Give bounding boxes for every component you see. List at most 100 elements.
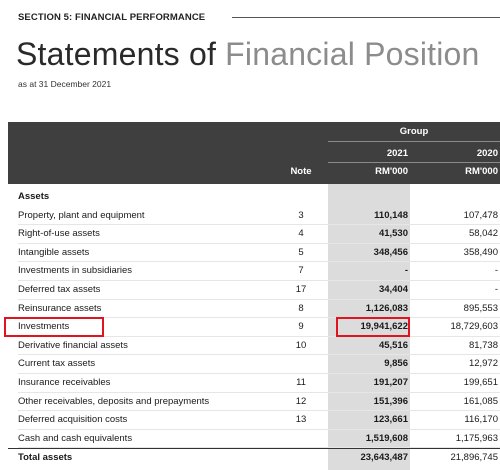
table-row: Right-of-use assets 4 41,530 58,042 [8, 225, 500, 244]
row-value-2021: 348,456 [373, 246, 408, 258]
row-value-2020: 18,729,603 [450, 321, 498, 333]
row-label: Intangible assets [18, 246, 90, 258]
row-note: 5 [298, 246, 304, 258]
title-light-part: Financial Position [225, 36, 480, 72]
row-value-2020: - [494, 265, 498, 277]
row-separator [18, 242, 500, 244]
section-divider [232, 17, 500, 18]
table-row: Cash and cash equivalents 1,519,608 1,175,… [8, 430, 500, 449]
group-column-header: Group [399, 126, 429, 137]
row-separator [18, 224, 500, 226]
table-row: Derivative financial assets 10 45,516 81,73… [8, 337, 500, 356]
row-note: 12 [295, 395, 307, 407]
row-label: Total assets [18, 452, 73, 464]
row-separator [18, 447, 500, 449]
row-note: 3 [298, 209, 304, 221]
row-note: 13 [295, 414, 307, 426]
table-row: Current tax assets 9,856 12,972 [8, 355, 500, 374]
row-separator [18, 410, 500, 412]
row-value-2021: 9,856 [384, 358, 408, 370]
row-value-2020: 21,896,745 [450, 452, 498, 464]
row-separator [18, 317, 500, 319]
total-row: Total assets 23,643,487 21,896,745 [8, 448, 500, 467]
row-separator [18, 372, 500, 374]
row-value-2021: 191,207 [373, 376, 408, 388]
row-label: Other receivables, deposits and prepayme… [18, 395, 210, 407]
row-value-2020: 107,478 [463, 209, 498, 221]
row-value-2021: - [404, 265, 408, 277]
row-separator [18, 279, 500, 281]
table-row: Intangible assets 5 348,456 358,490 [8, 244, 500, 263]
row-value-2020: 161,085 [463, 395, 498, 407]
table-row: Investments in subsidiaries 7 - - [8, 262, 500, 281]
row-label: Insurance receivables [18, 376, 111, 388]
row-value-2020: 895,553 [463, 302, 498, 314]
row-separator [18, 335, 500, 337]
row-label: Current tax assets [18, 358, 96, 370]
header-divider [328, 162, 500, 163]
row-label: Right-of-use assets [18, 228, 100, 240]
table-row: Investments 9 19,941,622 18,729,603 [8, 318, 500, 337]
row-value-2020: 358,490 [463, 246, 498, 258]
row-value-2020: 199,651 [463, 376, 498, 388]
row-label: Deferred tax assets [18, 283, 101, 295]
header-divider [328, 141, 500, 142]
row-value-2021: 151,396 [373, 395, 408, 407]
row-label: Cash and cash equivalents [18, 432, 133, 444]
row-value-2020: 116,170 [464, 414, 498, 426]
row-note: 11 [296, 376, 306, 388]
row-separator [18, 354, 500, 356]
highlight-box-investments-value [336, 317, 410, 337]
page-title: Statements of Financial Position [16, 38, 480, 70]
table-row: Property, plant and equipment 3 110,148 107… [8, 207, 500, 226]
row-label: Deferred acquisition costs [18, 414, 128, 426]
section-row: Assets [8, 188, 500, 207]
table-body: Assets Property, plant and equipment 3 110,… [8, 188, 500, 467]
row-value-2021: 123,661 [373, 414, 408, 426]
row-label: Property, plant and equipment [18, 209, 145, 221]
table-row: Deferred tax assets 17 34,404 - [8, 281, 500, 300]
highlight-box-investments-label [4, 317, 104, 337]
row-value-2021: 19,941,622 [360, 321, 408, 333]
note-column-header: Note [290, 166, 312, 177]
row-label: Derivative financial assets [18, 339, 128, 351]
row-value-2021: 1,519,608 [365, 432, 408, 444]
row-value-2021: 110,148 [374, 209, 408, 221]
row-value-2021: 45,516 [378, 339, 408, 351]
row-separator [18, 298, 500, 300]
table-row: Insurance receivables 11 191,207 199,651 [8, 374, 500, 393]
row-note: 4 [298, 228, 304, 240]
title-dark-part: Statements of [16, 36, 217, 72]
row-value-2021: 41,530 [378, 228, 408, 240]
unit-2020-header: RM'000 [465, 166, 498, 177]
row-separator [18, 391, 500, 393]
row-note: 9 [298, 321, 304, 333]
section-label: SECTION 5: FINANCIAL PERFORMANCE [18, 12, 206, 23]
row-value-2021: 34,404 [378, 283, 408, 295]
row-note: 10 [295, 339, 307, 351]
row-value-2021: 1,126,083 [365, 302, 408, 314]
row-value-2020: 58,042 [468, 228, 498, 240]
row-label: Assets [18, 191, 50, 202]
row-separator [18, 428, 500, 430]
year-2021-header: 2021 [386, 148, 408, 159]
year-2020-header: 2020 [476, 148, 498, 159]
row-label: Reinsurance assets [18, 302, 102, 314]
page-subtitle: as at 31 December 2021 [18, 79, 112, 89]
row-separator [18, 261, 500, 263]
table-header: Group 2021 2020 Note RM'000 RM'000 [8, 122, 500, 184]
row-label: Investments [18, 321, 70, 333]
table-row: Other receivables, deposits and prepayme… [8, 393, 500, 412]
row-label: Investments in subsidiaries [18, 265, 133, 277]
row-value-2020: - [494, 283, 498, 295]
row-value-2020: 81,738 [468, 339, 498, 351]
row-note: 8 [298, 302, 304, 314]
row-value-2020: 12,972 [468, 358, 498, 370]
row-value-2021: 23,643,487 [360, 452, 408, 464]
financial-position-table-header: Group 2021 2020 Note RM'000 RM'000 [8, 122, 500, 184]
table-row: Reinsurance assets 8 1,126,083 895,553 [8, 300, 500, 319]
row-note: 7 [298, 265, 304, 277]
row-note: 17 [295, 283, 307, 295]
unit-2021-header: RM'000 [375, 166, 408, 177]
current-year-column-shading [328, 184, 410, 470]
